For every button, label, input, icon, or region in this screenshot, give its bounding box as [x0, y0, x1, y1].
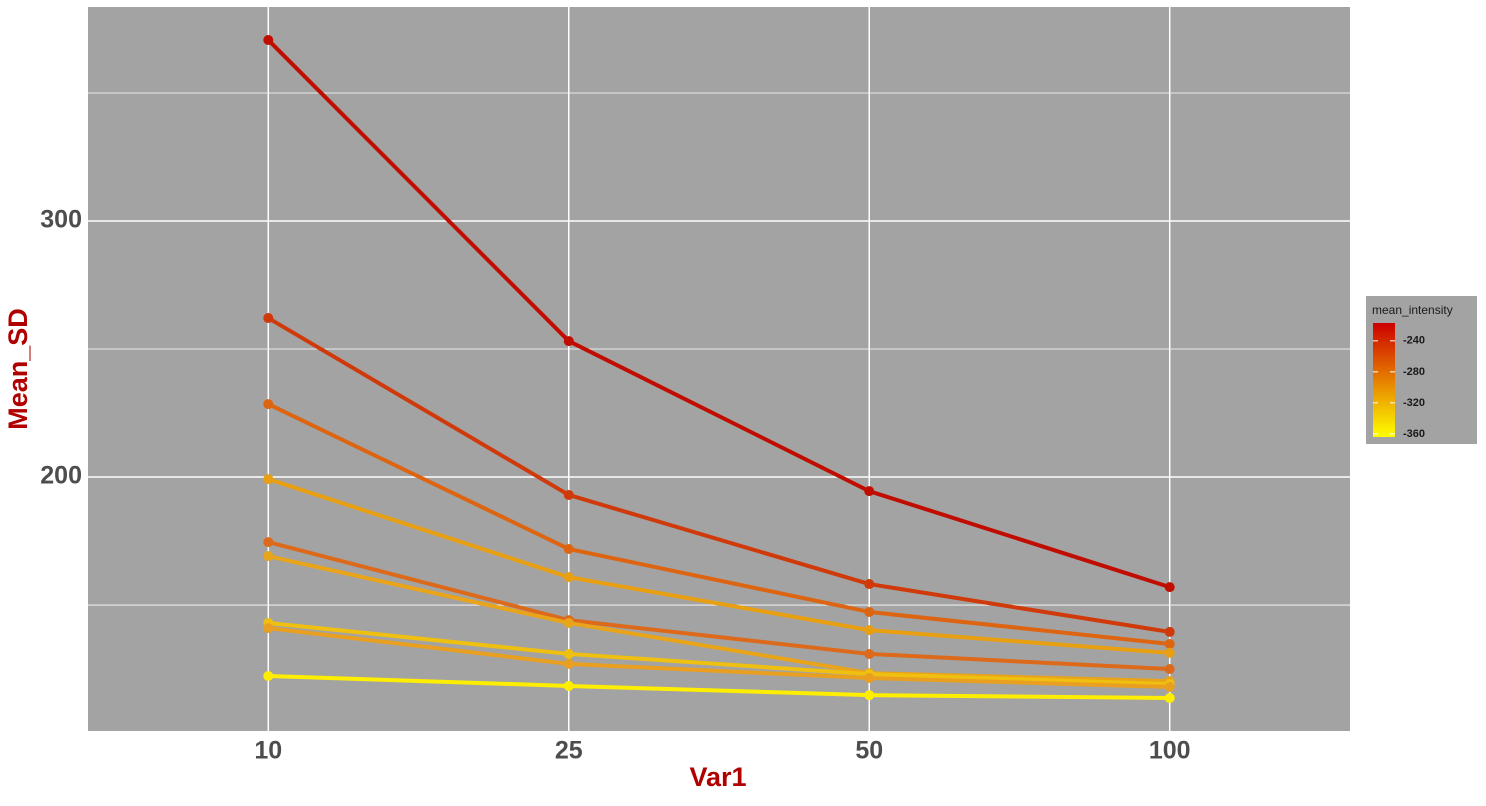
series-line	[268, 673, 1170, 700]
series-line	[267, 402, 1170, 646]
x-axis-title: Var1	[689, 762, 746, 792]
point	[263, 670, 274, 681]
point	[263, 35, 274, 46]
point	[864, 648, 875, 659]
point	[563, 680, 574, 691]
point	[563, 572, 574, 583]
point	[1164, 638, 1175, 649]
colorbar	[1373, 323, 1395, 437]
y-tick-label: 300	[40, 206, 82, 234]
point	[263, 474, 274, 485]
point	[864, 625, 875, 636]
point	[563, 658, 574, 669]
point	[563, 489, 574, 500]
plot-panel	[88, 7, 1350, 731]
series-line	[267, 554, 1170, 684]
point	[263, 551, 274, 562]
series-line	[267, 316, 1171, 634]
point	[263, 399, 274, 410]
point	[1164, 582, 1175, 593]
legend-title: mean_intensity	[1372, 303, 1453, 317]
x-tick-label: 25	[555, 737, 583, 765]
series-line	[268, 626, 1170, 689]
point	[263, 313, 274, 324]
series-line	[267, 477, 1170, 655]
colorbar-label: -240	[1403, 335, 1425, 347]
point	[1164, 664, 1175, 675]
x-tick-label: 50	[855, 737, 883, 765]
series-line	[267, 540, 1170, 672]
colorbar-label: -320	[1403, 397, 1425, 409]
y-axis-title: Mean_SD	[3, 308, 33, 430]
point	[1164, 681, 1175, 692]
point	[1164, 626, 1175, 637]
point	[563, 617, 574, 628]
point	[563, 336, 574, 347]
point	[864, 673, 875, 684]
point	[563, 543, 574, 554]
point	[864, 690, 875, 701]
point	[1164, 692, 1175, 703]
colorbar-label: -360	[1403, 428, 1425, 440]
point	[1164, 647, 1175, 658]
point	[263, 537, 274, 548]
point	[864, 579, 875, 590]
series-line	[266, 38, 1171, 590]
y-tick-label: 200	[40, 462, 82, 490]
point	[864, 486, 875, 497]
x-tick-label: 10	[254, 737, 282, 765]
colorbar-label: -280	[1403, 366, 1425, 378]
x-tick-label: 100	[1149, 737, 1191, 765]
point	[563, 648, 574, 659]
point	[864, 606, 875, 617]
point	[263, 623, 274, 634]
series-line	[268, 620, 1170, 687]
